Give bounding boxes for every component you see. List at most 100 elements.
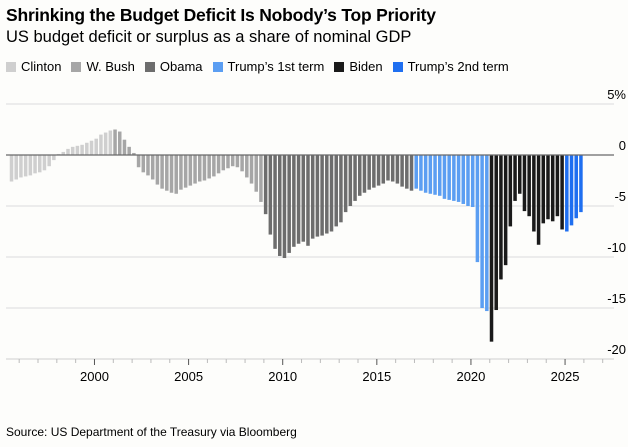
bar [461,155,466,204]
bar [541,155,546,224]
bar [80,144,84,155]
bar [329,155,334,232]
bar [42,155,47,171]
y-tick-label: 5% [607,87,626,102]
bar [423,155,428,193]
bar [113,129,117,155]
bar [146,155,150,176]
bar [569,155,574,226]
bar [503,155,508,266]
bar [212,155,216,177]
legend-swatch [144,61,155,72]
bar [428,155,433,194]
bar [353,155,357,201]
bar [61,151,66,155]
bar [282,155,287,259]
bar [381,155,386,184]
bar [160,155,164,189]
bar [470,155,475,208]
legend-swatch [6,61,16,72]
bar [306,155,310,246]
bar [532,155,536,232]
bar [254,155,258,192]
legend-item: Trump’s 2nd term [392,59,509,74]
x-tick-label: 2015 [362,369,391,384]
bar [367,155,371,190]
legend-swatch [71,61,82,72]
y-tick-label: -10 [607,240,626,255]
bar [230,155,235,167]
bar [579,155,583,213]
legend-label: Biden [349,59,383,74]
bar [108,130,113,155]
bar [536,155,541,245]
bar [565,155,569,232]
bar [395,155,400,184]
y-tick-label: -5 [614,189,626,204]
legend-label: Obama [159,59,203,74]
bar [292,155,296,247]
bar [89,140,94,155]
bar [574,155,578,219]
bar [414,155,418,189]
bar [70,146,75,155]
legend-swatch [392,61,403,72]
legend-item: Clinton [6,59,61,74]
bar [85,142,89,155]
bar [150,155,155,180]
bar [343,155,348,213]
bar [555,155,560,217]
bar [362,155,367,193]
bar [245,155,249,178]
bar [376,155,381,186]
bar [315,155,320,237]
bar [358,155,362,196]
bar [38,155,42,173]
bar [348,155,353,206]
bar [216,155,221,174]
bar [513,155,517,201]
bar [226,155,230,169]
source-note: Source: US Department of the Treasury vi… [6,425,297,439]
bar [442,155,447,199]
bar [527,155,531,217]
bar [400,155,404,187]
bar [508,155,513,227]
bar [141,155,146,173]
bar [75,145,80,155]
bar [456,155,461,202]
bar [99,134,103,155]
bar [320,155,324,236]
bar [499,155,503,280]
bar [334,155,338,227]
bar [301,155,306,242]
bar [475,155,480,263]
bar [47,155,51,167]
bar [122,139,127,155]
legend-item: Trump’s 1st term [212,59,324,74]
bar [9,155,14,182]
bar [235,155,240,168]
legend-item: Obama [144,59,203,74]
bar [485,155,489,312]
chart-title: Shrinking the Budget Deficit Is Nobody’s… [6,5,436,25]
bar [268,155,273,235]
y-tick-label: -15 [607,291,626,306]
bar [560,155,564,230]
bar [480,155,484,308]
bar [188,155,193,186]
legend-item: W. Bush [71,59,135,74]
bar [310,155,315,239]
bar [405,155,409,189]
bar [66,148,70,155]
x-tick-label: 2020 [456,369,485,384]
bar [489,155,494,342]
x-tick-label: 2000 [80,369,109,384]
bar [193,155,197,184]
bar [103,132,108,155]
legend-swatch [212,61,223,72]
bar [132,152,136,155]
bar [240,155,244,172]
y-tick-label: 0 [619,138,626,153]
